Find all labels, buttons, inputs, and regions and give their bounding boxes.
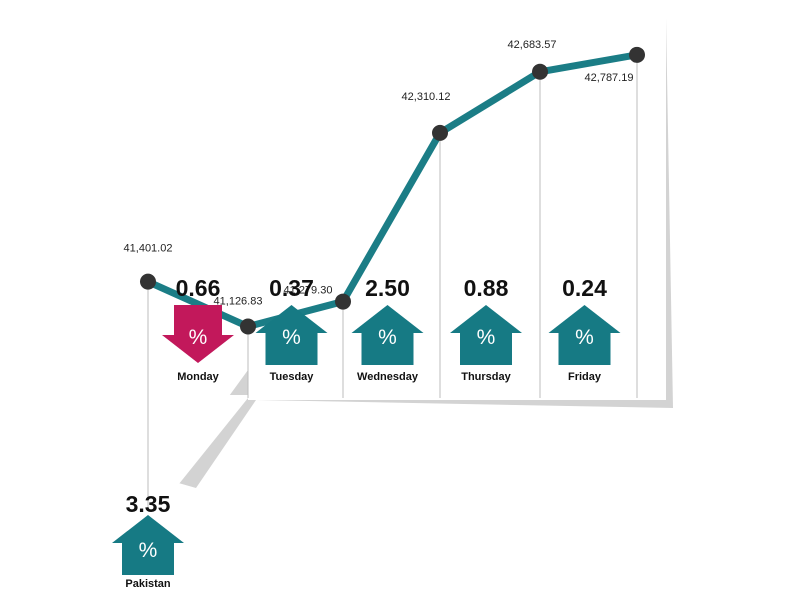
day-label: Wednesday <box>357 371 419 383</box>
percent-arrow-up-icon: % <box>112 515 184 575</box>
value-label: 42,683.57 <box>508 39 557 51</box>
value-label: 41,126.83 <box>214 296 263 308</box>
value-label: 42,787.19 <box>585 72 634 84</box>
percent-arrow-down-icon: % <box>162 305 234 363</box>
percent-change-value: 0.66 <box>176 275 221 301</box>
percent-symbol: % <box>378 326 397 349</box>
percent-arrow-up-icon: % <box>450 305 522 365</box>
daily-change-blocks: 0.66% Monday 0.37% Tuesday 2.50% Wednesday 0.8… <box>162 275 621 383</box>
percent-change-value: 0.24 <box>562 275 607 301</box>
daily-change-thursday: 0.88% Thursday <box>450 275 522 383</box>
arrow-up-shape <box>255 305 328 365</box>
percent-change-value: 0.37 <box>269 275 314 301</box>
data-point <box>240 318 256 335</box>
arrow-up-shape <box>112 515 184 575</box>
day-label: Friday <box>568 371 602 383</box>
percent-change-value: 2.50 <box>365 275 410 301</box>
weekly-change-block: 3.35% Pakistan <box>112 491 184 590</box>
percent-arrow-up-icon: % <box>351 305 424 365</box>
value-label: 42,310.12 <box>402 91 451 103</box>
arrow-down-shape <box>162 305 234 363</box>
percent-symbol: % <box>282 326 301 349</box>
percent-change-value: 0.88 <box>464 275 509 301</box>
percent-symbol: % <box>575 326 594 349</box>
data-point <box>532 63 548 80</box>
weekly-label: Pakistan <box>125 578 171 590</box>
day-label: Tuesday <box>270 371 315 383</box>
index-points <box>140 46 645 335</box>
arrow-up-shape <box>450 305 522 365</box>
daily-change-monday: 0.66% Monday <box>162 275 234 383</box>
daily-change-friday: 0.24% Friday <box>548 275 621 383</box>
value-label: 41,401.02 <box>124 243 173 255</box>
arrow-up-shape <box>351 305 424 365</box>
weekly-percent-value: 3.35 <box>126 491 171 517</box>
percent-arrow-up-icon: % <box>548 305 621 365</box>
percent-arrow-up-icon: % <box>255 305 328 365</box>
day-dividers <box>147 54 638 508</box>
percent-symbol: % <box>189 326 208 349</box>
index-line <box>144 51 641 331</box>
day-label: Monday <box>177 371 219 383</box>
data-point <box>629 46 645 63</box>
data-point <box>140 273 156 290</box>
day-label: Thursday <box>461 371 511 383</box>
percent-symbol: % <box>477 326 496 349</box>
panel-lead-in <box>150 395 248 520</box>
index-value-labels: 41,401.02 41,126.83 41,279.30 42,310.12 42,6… <box>124 39 634 308</box>
data-point <box>432 124 448 141</box>
data-point <box>335 293 351 310</box>
percent-symbol: % <box>139 539 158 562</box>
daily-change-tuesday: 0.37% Tuesday <box>255 275 328 383</box>
daily-change-wednesday: 2.50% Wednesday <box>351 275 424 383</box>
arrow-up-shape <box>548 305 621 365</box>
series-line <box>144 51 641 331</box>
value-label: 41,279.30 <box>284 285 333 297</box>
